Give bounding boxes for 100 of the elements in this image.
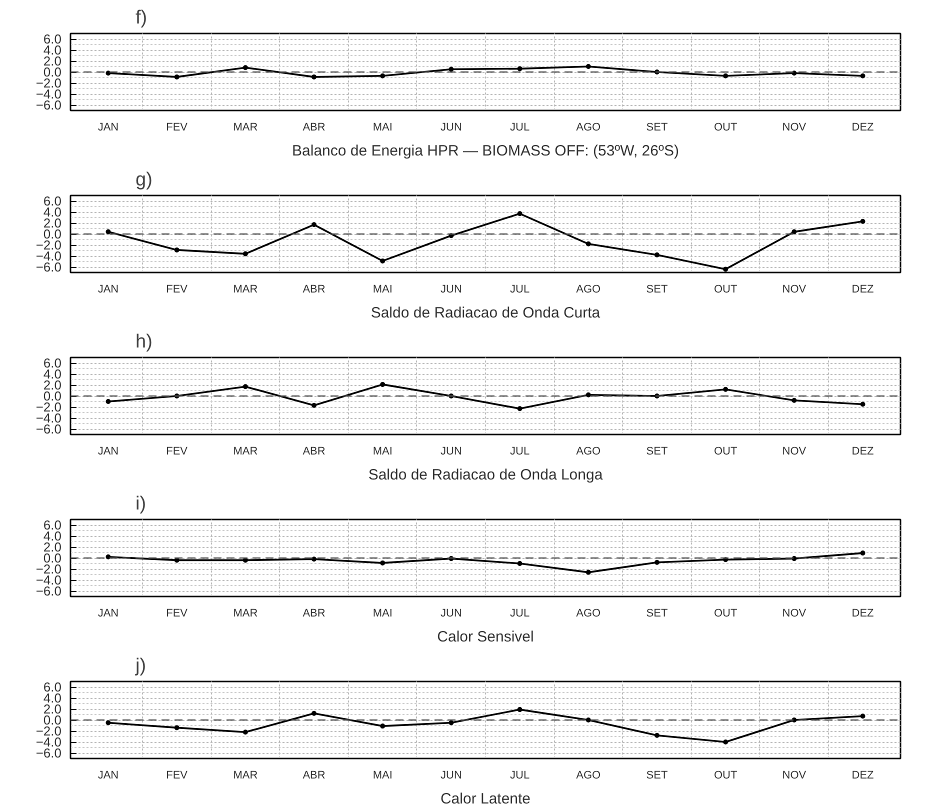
point xyxy=(860,402,866,407)
point xyxy=(106,70,111,76)
x-tick-label: MAI xyxy=(372,446,392,458)
point xyxy=(654,560,660,565)
point xyxy=(792,229,797,234)
x-tick-label: JUN xyxy=(440,122,462,134)
chart-title: j) xyxy=(134,656,146,676)
x-tick-label: OUT xyxy=(714,608,738,620)
x-tick-label: JUL xyxy=(510,446,530,458)
x-tick-label: OUT xyxy=(714,284,738,296)
x-tick-label: MAR xyxy=(233,770,258,782)
point xyxy=(106,229,111,234)
x-tick-label: NOV xyxy=(782,446,807,458)
point xyxy=(242,251,248,256)
x-tick-label: DEZ xyxy=(852,770,874,782)
point xyxy=(106,720,111,726)
x-tick-label: JUN xyxy=(440,284,462,296)
x-tick-label: ABR xyxy=(302,446,326,458)
point xyxy=(174,74,180,80)
x-tick-label: JUN xyxy=(440,770,462,782)
x-tick-label: FEV xyxy=(166,446,188,458)
point xyxy=(380,560,386,566)
point xyxy=(312,710,317,716)
x-tick-label: ABR xyxy=(302,122,326,134)
point xyxy=(312,402,317,408)
point xyxy=(448,66,454,72)
x-tick-label: JUL xyxy=(510,770,530,782)
x-tick-label: MAI xyxy=(372,284,392,296)
x-tick-label: FEV xyxy=(166,284,188,296)
point xyxy=(860,73,866,78)
x-tick-label: AGO xyxy=(576,446,602,458)
point xyxy=(517,211,522,216)
point xyxy=(860,218,866,224)
x-axis-title: Balanco de Energia HPR — BIOMASS OFF: (53ºW, 26ºS) xyxy=(292,142,679,160)
point xyxy=(723,73,728,78)
point xyxy=(312,222,317,228)
point xyxy=(380,382,386,387)
x-tick-label: MAR xyxy=(233,122,258,134)
x-tick-label: MAR xyxy=(233,608,258,620)
point xyxy=(586,718,591,722)
point xyxy=(106,399,111,404)
point xyxy=(380,258,386,264)
point xyxy=(517,406,522,412)
x-tick-label: ABR xyxy=(302,770,326,782)
point xyxy=(242,730,248,735)
x-tick-label: JUL xyxy=(510,284,530,296)
point xyxy=(654,732,660,738)
x-tick-label: JAN xyxy=(98,122,119,134)
x-tick-label: DEZ xyxy=(852,608,874,620)
x-tick-label: JUN xyxy=(440,446,462,458)
x-tick-label: JUL xyxy=(510,122,530,134)
x-tick-label: FEV xyxy=(166,770,188,782)
point xyxy=(792,398,797,403)
x-tick-label: SET xyxy=(646,446,668,458)
x-tick-label: MAI xyxy=(372,122,392,134)
x-tick-label: AGO xyxy=(576,284,602,296)
x-tick-label: NOV xyxy=(782,608,807,620)
chart-title: i) xyxy=(136,494,146,514)
point xyxy=(174,247,180,252)
x-tick-label: ABR xyxy=(302,608,326,620)
x-tick-label: FEV xyxy=(166,608,188,620)
point xyxy=(723,386,728,392)
x-tick-label: JAN xyxy=(98,446,119,458)
x-tick-label: NOV xyxy=(782,122,807,134)
x-tick-label: MAR xyxy=(233,284,258,296)
point xyxy=(106,554,111,560)
chart-title: h) xyxy=(136,332,152,352)
point xyxy=(586,64,591,69)
point xyxy=(242,65,248,70)
x-tick-label: JAN xyxy=(98,284,119,296)
point xyxy=(242,384,248,390)
x-tick-label: DEZ xyxy=(852,122,874,134)
point xyxy=(174,725,180,730)
point xyxy=(860,714,866,719)
chart-title: g) xyxy=(136,170,152,190)
x-tick-label: SET xyxy=(646,608,668,620)
x-tick-label: AGO xyxy=(576,770,602,782)
x-tick-label: MAR xyxy=(233,446,258,458)
chart-title: f) xyxy=(136,8,148,28)
point xyxy=(586,570,591,575)
x-tick-label: FEV xyxy=(166,122,188,134)
x-axis-title: Calor Sensivel xyxy=(437,628,534,646)
x-axis-title: Calor Latente xyxy=(440,790,531,808)
x-tick-label: OUT xyxy=(714,770,738,782)
point xyxy=(586,392,591,398)
point xyxy=(586,241,591,246)
x-axis-title: Saldo de Radiacao de Onda Longa xyxy=(368,466,604,484)
x-tick-label: NOV xyxy=(782,284,807,296)
point xyxy=(517,707,522,712)
x-tick-label: OUT xyxy=(714,122,738,134)
x-tick-label: MAI xyxy=(372,608,392,620)
point xyxy=(380,73,386,78)
x-tick-label: AGO xyxy=(576,608,602,620)
point xyxy=(654,252,660,258)
x-tick-label: JUL xyxy=(510,608,530,620)
x-tick-label: SET xyxy=(646,284,668,296)
x-tick-label: JAN xyxy=(98,770,119,782)
x-tick-label: DEZ xyxy=(852,284,874,296)
point xyxy=(723,266,728,272)
x-tick-label: JUN xyxy=(440,608,462,620)
